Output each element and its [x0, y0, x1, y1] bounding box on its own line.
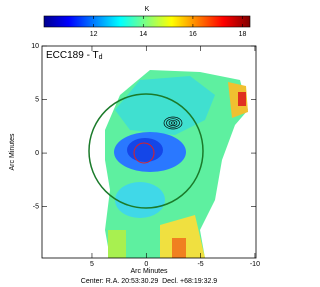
- title-subscript: d: [99, 54, 103, 61]
- footer: Center: R.A. 20:53:30.29 Decl. +68:19:32…: [81, 278, 218, 285]
- colorbar-tick-label: 12: [90, 31, 98, 38]
- x-tick-label: 5: [90, 261, 94, 268]
- map-region: [160, 215, 205, 258]
- y-tick-label: 5: [35, 96, 39, 103]
- map-region: [115, 182, 165, 218]
- map-region: [172, 238, 186, 258]
- aperture-circle: [88, 93, 204, 209]
- colorbar-tick-label: 18: [239, 31, 247, 38]
- plot-frame: [41, 45, 257, 259]
- plot-title: ECC189 - Td: [46, 50, 103, 61]
- figure: K ECC189 - Td Arc Minutes Arc Minutes Ce…: [9, 6, 260, 285]
- y-axis-label: Arc Minutes: [9, 133, 16, 170]
- map-region: [127, 138, 163, 162]
- x-axis-label: Arc Minutes: [131, 268, 168, 275]
- colorbar-label: K: [145, 6, 150, 13]
- title-text: ECC189 - T: [46, 50, 99, 61]
- colorbar: [43, 15, 251, 28]
- x-tick-label: 0: [144, 261, 148, 268]
- x-tick-label: -5: [197, 261, 203, 268]
- temperature-map: [105, 70, 248, 258]
- map-region: [238, 92, 246, 106]
- y-tick-label: 0: [35, 150, 39, 157]
- map-region: [108, 230, 126, 258]
- y-tick-label: -5: [33, 203, 39, 210]
- map-region: [115, 76, 215, 135]
- colorbar-tick-label: 14: [139, 31, 147, 38]
- contours: [163, 116, 183, 130]
- y-tick-label: 10: [31, 43, 39, 50]
- source-circle: [133, 142, 155, 164]
- x-tick-label: -10: [250, 261, 260, 268]
- colorbar-tick-label: 16: [189, 31, 197, 38]
